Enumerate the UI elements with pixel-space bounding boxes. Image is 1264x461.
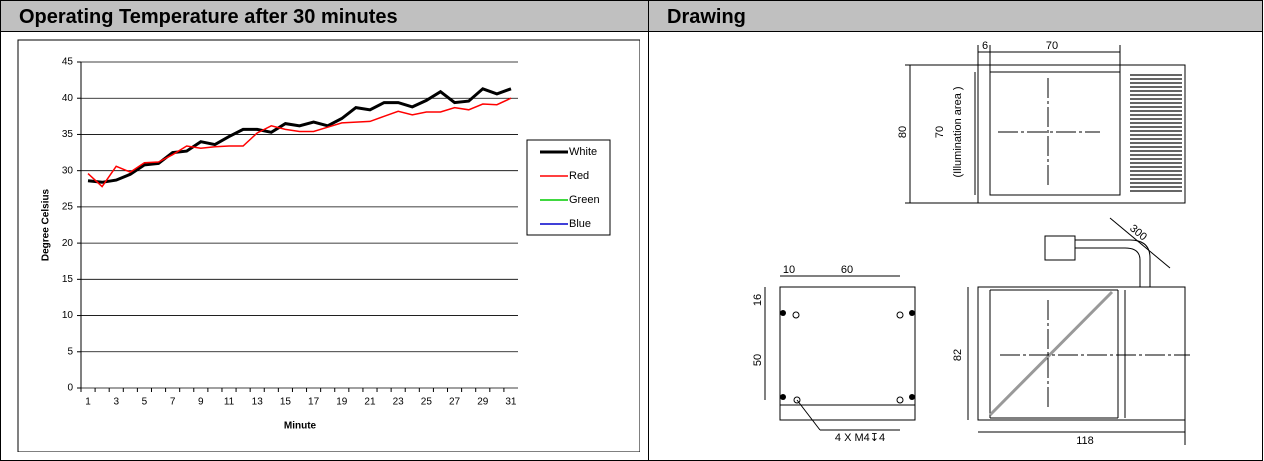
x-tick-label: 7 [170, 397, 176, 408]
hole [780, 310, 786, 316]
chart-frame [17, 39, 640, 452]
dimension-label: 50 [752, 354, 764, 366]
x-tick-label: 9 [198, 397, 204, 408]
legend-label: Red [569, 170, 589, 182]
y-tick-label: 5 [67, 346, 73, 357]
hole [792, 311, 800, 319]
legend-label: Blue [569, 218, 591, 230]
series-line [87, 87, 512, 184]
dimension-label: 118 [1076, 435, 1094, 447]
x-tick-label: 23 [393, 397, 405, 408]
y-tick-label: 40 [62, 93, 74, 104]
cable [1075, 247, 1141, 287]
hole [909, 394, 915, 400]
y-axis-label: Degree Celsius [41, 188, 52, 261]
dimension-label: 10 [783, 264, 795, 276]
outline [989, 71, 1121, 196]
outline [977, 64, 1186, 204]
outline [977, 286, 1186, 421]
x-tick-label: 17 [308, 397, 320, 408]
x-tick-label: 29 [477, 397, 489, 408]
connector [1044, 235, 1076, 261]
legend-label: Green [569, 194, 600, 206]
dimension-label: 6 [982, 40, 988, 52]
x-tick-label: 27 [449, 397, 461, 408]
dimension-label: 4 X M4↧4 [835, 432, 885, 444]
y-tick-label: 30 [62, 165, 74, 176]
x-tick-label: 13 [252, 397, 264, 408]
series-line [87, 97, 512, 188]
hole [896, 311, 904, 319]
cable [1075, 239, 1151, 287]
dimension-line [1109, 217, 1171, 269]
hole [909, 310, 915, 316]
dimension-label: 60 [841, 264, 853, 276]
x-tick-label: 5 [142, 397, 148, 408]
x-tick-label: 25 [421, 397, 433, 408]
header-cell: Drawing [648, 0, 1263, 32]
chart: Minute Degree Celsius 051015202530354045… [17, 39, 640, 452]
dimension-label: 80 [897, 126, 909, 138]
x-tick-label: 11 [224, 397, 235, 408]
hole [793, 396, 801, 404]
x-tick-label: 19 [336, 397, 348, 408]
x-tick-label: 15 [280, 397, 292, 408]
legend-label: White [569, 146, 597, 158]
hole [896, 396, 904, 404]
y-tick-label: 10 [62, 310, 74, 321]
legend-box [526, 139, 611, 236]
diagonal [988, 290, 1114, 417]
dimension-label: (Illumination area ) [952, 86, 964, 177]
dimension-label: 16 [752, 294, 764, 306]
x-axis-label: Minute [284, 421, 317, 432]
y-tick-label: 15 [62, 274, 74, 285]
x-tick-label: 31 [505, 397, 517, 408]
y-tick-label: 45 [62, 57, 74, 68]
hole [780, 394, 786, 400]
dimension-label: 70 [934, 126, 946, 138]
leader-line [796, 399, 821, 431]
header-cell: Operating Temperature after 30 minutes [0, 0, 649, 32]
y-tick-label: 25 [62, 202, 74, 213]
x-tick-label: 21 [364, 397, 376, 408]
outline [779, 286, 916, 421]
x-tick-label: 1 [85, 397, 91, 408]
x-tick-label: 3 [113, 397, 119, 408]
y-tick-label: 35 [62, 129, 74, 140]
dimension-label: 70 [1046, 40, 1058, 52]
y-tick-label: 0 [67, 383, 73, 394]
drawing: 6 70 80 70 (Illumination area ) 300 [752, 40, 1190, 447]
fins [1130, 74, 1182, 192]
y-tick-label: 20 [62, 238, 74, 249]
dimension-label: 82 [952, 349, 964, 361]
